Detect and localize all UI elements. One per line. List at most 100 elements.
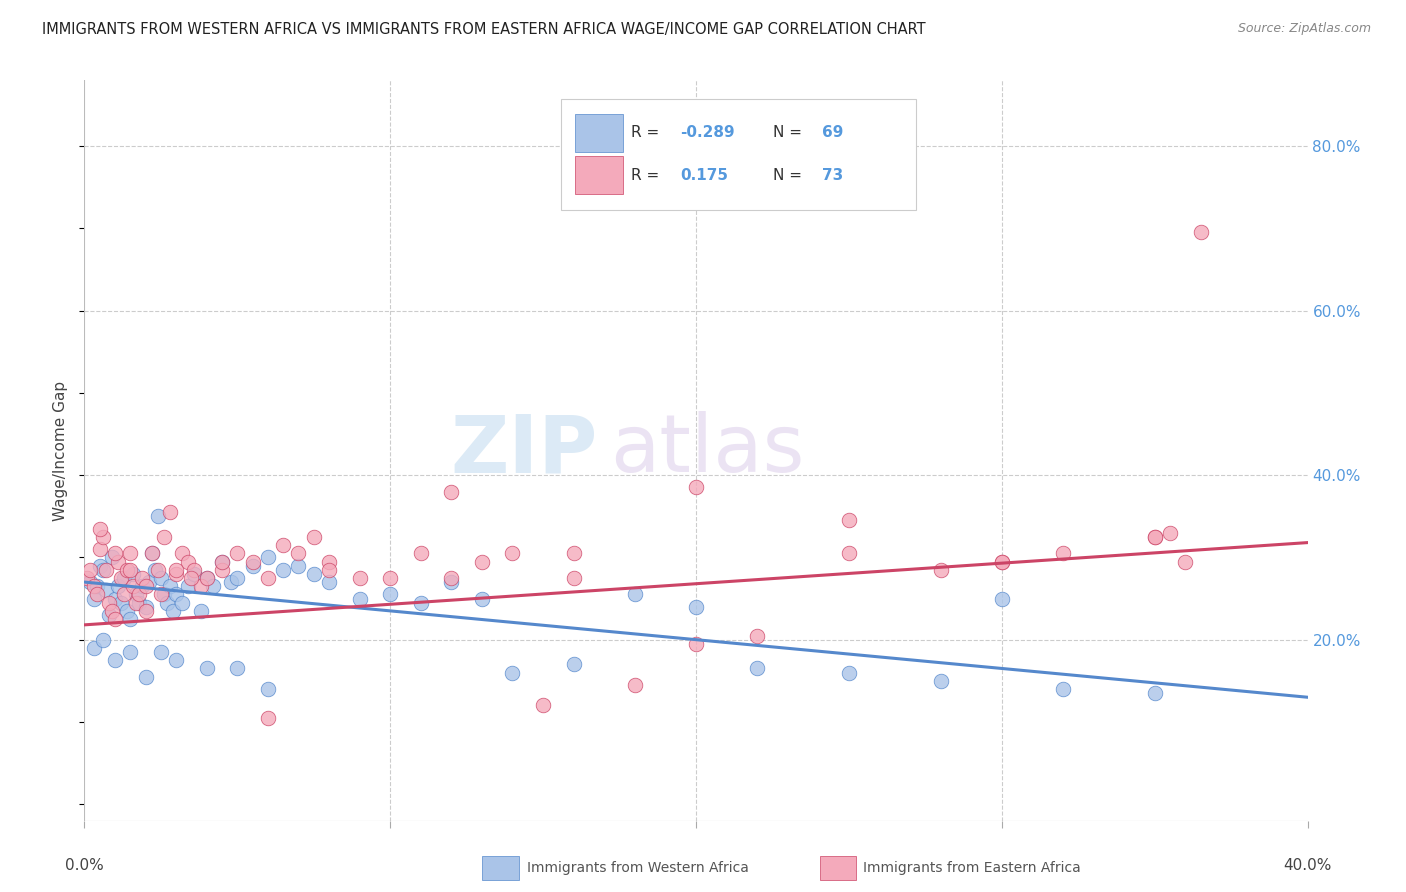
Point (153, 587, 176, 601)
Point (115, 563, 138, 577)
Point (79, 563, 101, 577)
Point (162, 604, 184, 618)
Point (104, 612, 127, 626)
Point (177, 579, 200, 593)
Point (94, 563, 117, 577)
Point (440, 575, 463, 590)
Point (380, 587, 402, 601)
Point (89, 522, 111, 536)
Point (195, 571, 218, 585)
Point (562, 546, 585, 560)
Point (257, 550, 280, 565)
Point (747, 629, 769, 643)
Point (110, 596, 132, 610)
Point (1174, 555, 1197, 569)
Point (226, 571, 249, 585)
Point (101, 604, 124, 618)
Point (201, 579, 224, 593)
Point (440, 484, 463, 499)
Point (502, 665, 524, 680)
Point (131, 571, 153, 585)
Point (1143, 530, 1166, 544)
Point (110, 571, 132, 585)
Point (172, 596, 194, 610)
Point (349, 591, 371, 606)
Point (991, 555, 1014, 569)
Point (242, 558, 264, 573)
Point (149, 571, 172, 585)
Point (1143, 530, 1166, 544)
Point (172, 546, 194, 560)
Point (107, 579, 129, 593)
Point (1052, 546, 1074, 560)
Point (190, 579, 212, 593)
Point (86, 579, 108, 593)
Point (115, 604, 138, 618)
Point (177, 555, 200, 569)
Point (183, 566, 205, 581)
Point (190, 604, 212, 618)
Text: 73: 73 (823, 168, 844, 183)
FancyBboxPatch shape (575, 113, 623, 153)
Point (991, 591, 1014, 606)
Point (91, 563, 114, 577)
Text: 0.0%: 0.0% (65, 858, 104, 872)
Point (349, 571, 371, 585)
Point (79, 575, 101, 590)
Point (153, 530, 176, 544)
Point (318, 563, 340, 577)
Text: 40.0%: 40.0% (1284, 858, 1331, 872)
FancyBboxPatch shape (482, 856, 519, 880)
Point (257, 571, 280, 585)
Point (929, 563, 952, 577)
Point (747, 661, 769, 675)
Point (685, 481, 707, 495)
Point (149, 645, 172, 659)
Point (104, 546, 127, 560)
Point (242, 555, 264, 569)
Point (257, 711, 280, 725)
Point (562, 657, 585, 672)
Text: 0.175: 0.175 (681, 168, 728, 183)
Point (94, 583, 117, 598)
Point (287, 558, 309, 573)
Text: R =: R = (631, 168, 669, 183)
Point (135, 579, 157, 593)
Point (1052, 681, 1074, 696)
Text: -0.289: -0.289 (681, 126, 735, 140)
Point (120, 645, 142, 659)
Point (624, 587, 647, 601)
Point (409, 546, 432, 560)
Text: N =: N = (773, 168, 807, 183)
Point (89, 558, 111, 573)
Point (318, 555, 340, 569)
Point (83, 640, 105, 655)
Point (624, 678, 647, 692)
Point (125, 587, 148, 601)
Point (195, 571, 218, 585)
Point (156, 596, 179, 610)
Text: N =: N = (773, 126, 807, 140)
Point (257, 681, 280, 696)
FancyBboxPatch shape (820, 856, 856, 880)
Point (440, 571, 463, 585)
Point (135, 599, 157, 614)
Point (409, 596, 432, 610)
Point (83, 591, 105, 606)
Point (83, 579, 105, 593)
FancyBboxPatch shape (561, 99, 917, 210)
Point (101, 550, 124, 565)
Point (120, 563, 142, 577)
Point (380, 571, 402, 585)
Point (929, 673, 952, 688)
Text: Immigrants from Western Africa: Immigrants from Western Africa (527, 861, 749, 875)
Point (76, 571, 98, 585)
Point (685, 637, 707, 651)
Point (149, 587, 172, 601)
Point (991, 555, 1014, 569)
Point (165, 587, 187, 601)
Point (104, 591, 127, 606)
Point (165, 563, 187, 577)
Point (211, 563, 233, 577)
Text: ZIP: ZIP (451, 411, 598, 490)
